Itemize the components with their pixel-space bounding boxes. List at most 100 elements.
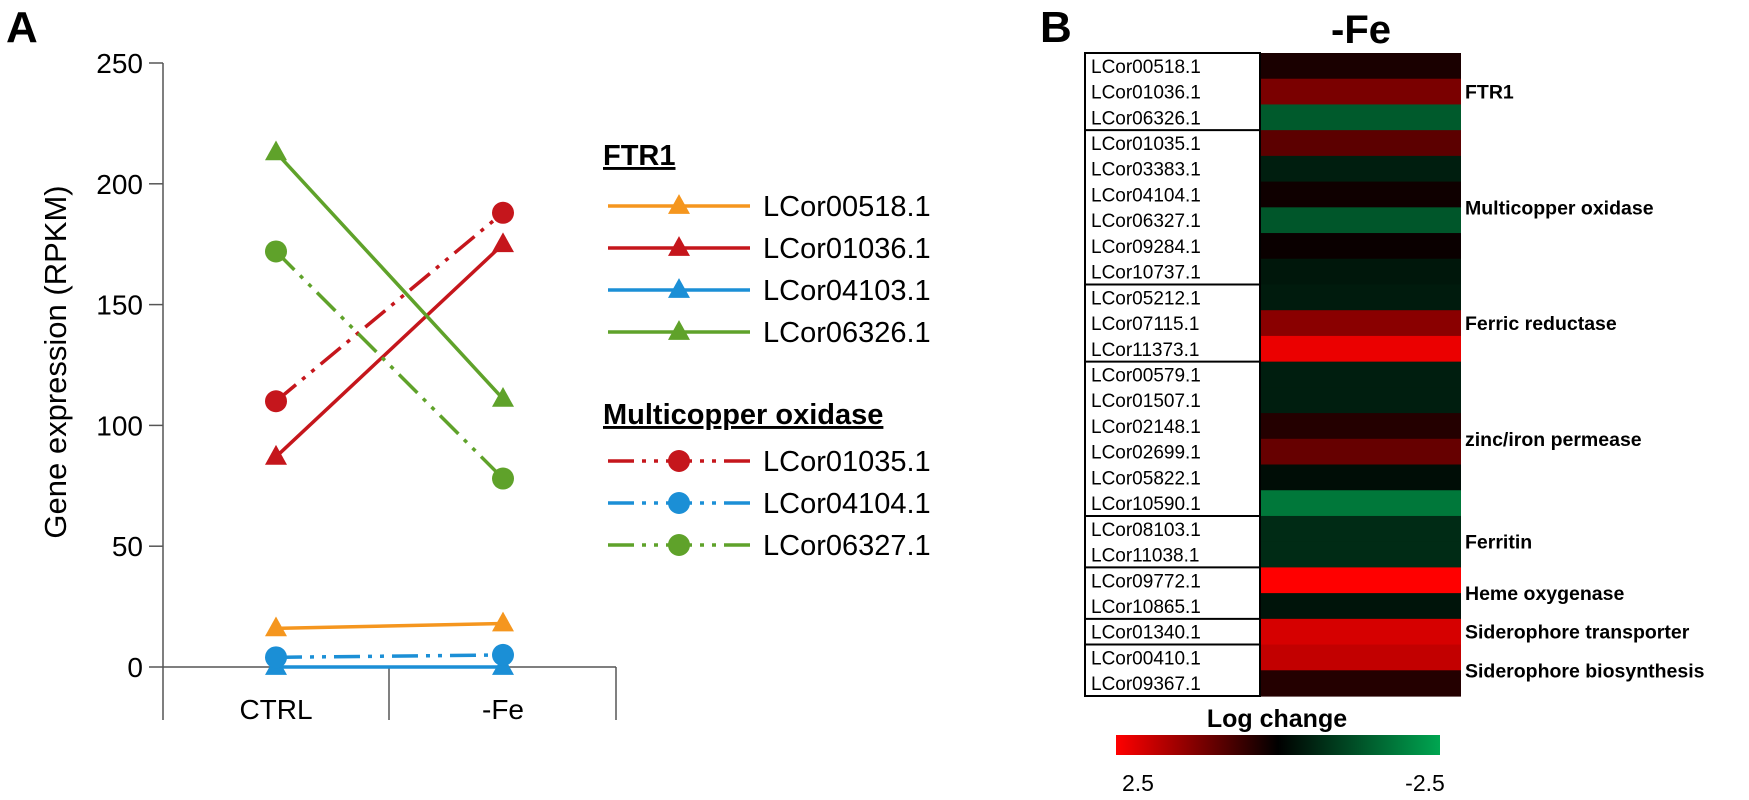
- y-tick-label: 50: [112, 531, 143, 562]
- series-line-LCor04104.1: [275, 653, 504, 660]
- data-point: [265, 140, 287, 161]
- data-point: [492, 386, 514, 407]
- data-point: [492, 611, 514, 632]
- series-line-LCor06326.1: [274, 151, 505, 401]
- heatmap-gene-label: LCor11038.1: [1091, 546, 1199, 567]
- data-point: [668, 194, 690, 214]
- y-tick-label: 250: [96, 48, 143, 79]
- data-point: [668, 534, 690, 556]
- data-point: [668, 278, 690, 298]
- heatmap-cell: [1260, 387, 1461, 414]
- heatmap-label-frame: [1084, 52, 1261, 697]
- heatmap-cell: [1260, 155, 1461, 183]
- heatmap-cell: [1260, 541, 1461, 568]
- heatmap-cell: [1260, 335, 1461, 363]
- colorbar-max-label: 2.5: [1122, 770, 1154, 796]
- heatmap-cell: [1260, 593, 1461, 620]
- heatmap-cell: [1260, 490, 1461, 517]
- data-point: [265, 390, 287, 413]
- heatmap-group-label: Siderophore biosynthesis: [1465, 660, 1705, 682]
- heatmap-gene-labels: LCor00518.1 LCor01036.1 LCor06326.1 LCor010…: [1091, 57, 1201, 695]
- heatmap-group-label: Siderophore transporter: [1465, 622, 1690, 644]
- heatmap-gene-label: LCor11373.1: [1091, 340, 1199, 361]
- data-point: [265, 646, 287, 669]
- heatmap-gene-label: LCor09772.1: [1091, 571, 1201, 592]
- heatmap-gene-label: LCor04104.1: [1091, 185, 1201, 206]
- heatmap-gene-label: LCor00410.1: [1091, 648, 1201, 669]
- line-chart-axes: [162, 63, 617, 720]
- series-line-LCor01036.1: [274, 242, 505, 459]
- data-point: [265, 444, 287, 465]
- x-tick-label: -Fe: [482, 694, 524, 725]
- heatmap-gene-label: LCor10865.1: [1091, 597, 1201, 618]
- heatmap-gene-label: LCor01340.1: [1091, 623, 1201, 644]
- heatmap-frame: [1084, 52, 1261, 697]
- y-tick-label: 200: [96, 169, 143, 200]
- heatmap-cell: [1260, 78, 1461, 106]
- heatmap-gene-label: LCor08103.1: [1091, 520, 1201, 541]
- data-point: [668, 320, 690, 340]
- heatmap-gene-label: LCor02148.1: [1091, 417, 1201, 438]
- heatmap-cell: [1260, 464, 1461, 491]
- heatmap-gene-label: LCor06326.1: [1091, 108, 1201, 129]
- colorbar: Log change 2.5 -2.5: [1116, 705, 1445, 796]
- heatmap-cell: [1260, 233, 1461, 260]
- x-tick-label: CTRL: [239, 694, 312, 725]
- heatmap-gene-label: LCor03383.1: [1091, 160, 1201, 181]
- series-line-LCor06327.1: [274, 250, 505, 480]
- legend-entry-label: LCor00518.1: [763, 191, 931, 223]
- data-point: [492, 232, 514, 253]
- heatmap-cell: [1260, 130, 1461, 157]
- data-point: [668, 236, 690, 256]
- heatmap-gene-label: LCor09284.1: [1091, 237, 1201, 258]
- heatmap-group-label: Ferric reductase: [1465, 313, 1617, 335]
- panel-label-a: A: [6, 3, 38, 52]
- heatmap-cell: [1260, 258, 1461, 286]
- heatmap-gene-label: LCor10737.1: [1091, 263, 1201, 284]
- heatmap-group-label: Multicopper oxidase: [1465, 197, 1654, 219]
- legend-group-title: FTR1: [603, 140, 676, 172]
- heatmap-group-label: zinc/iron permease: [1465, 429, 1642, 451]
- line-chart: 0 50 100 150 200 250 CTRL -Fe Gene expression …: [38, 48, 931, 725]
- data-point: [265, 240, 287, 263]
- heatmap: -Fe LCor00518.1LCor01036.1LCor06326.1LCo…: [1084, 8, 1705, 796]
- y-tick-label: 150: [96, 290, 143, 321]
- data-point: [492, 643, 514, 666]
- heatmap-gene-label: LCor07115.1: [1091, 314, 1199, 335]
- heatmap-group-label: FTR1: [1465, 82, 1514, 104]
- heatmap-gene-label: LCor10590.1: [1091, 494, 1201, 515]
- y-tick-label: 100: [96, 410, 143, 441]
- legend-entry-label: LCor01035.1: [763, 446, 931, 478]
- legend-entry-label: LCor04104.1: [763, 488, 931, 520]
- heatmap-gene-label: LCor02699.1: [1091, 443, 1201, 464]
- heatmap-cell: [1260, 515, 1461, 543]
- heatmap-cell: [1260, 104, 1461, 131]
- data-point: [492, 467, 514, 490]
- data-point: [265, 616, 287, 637]
- data-point: [668, 450, 690, 472]
- heatmap-cell: [1260, 413, 1461, 440]
- y-tick-label: 0: [127, 652, 143, 683]
- x-ticks: CTRL -Fe: [239, 694, 524, 725]
- heatmap-gene-label: LCor05822.1: [1091, 468, 1201, 489]
- data-point: [668, 492, 690, 514]
- heatmap-gene-label: LCor01507.1: [1091, 391, 1201, 412]
- heatmap-cell: [1260, 567, 1461, 594]
- colorbar-title: Log change: [1207, 705, 1347, 733]
- heatmap-cell: [1260, 310, 1461, 337]
- heatmap-cell: [1260, 438, 1461, 466]
- colorbar-min-label: -2.5: [1405, 770, 1445, 796]
- heatmap-gene-label: LCor01036.1: [1091, 83, 1201, 104]
- heatmap-gene-label: LCor00518.1: [1091, 57, 1201, 78]
- heatmap-group-label: Ferritin: [1465, 532, 1532, 554]
- data-point: [492, 201, 514, 224]
- heatmap-cell: [1260, 618, 1461, 646]
- heatmap-gene-label: LCor09367.1: [1091, 674, 1201, 695]
- heatmap-group-labels: FTR1 Multicopper oxidase Ferric reductase z…: [1465, 82, 1705, 683]
- heatmap-cell: [1260, 284, 1461, 311]
- series-line-LCor00518.1: [275, 621, 504, 631]
- heatmap-cells: [1260, 53, 1461, 697]
- panel-label-b: B: [1040, 3, 1072, 52]
- series-line-LCor01035.1: [274, 211, 505, 403]
